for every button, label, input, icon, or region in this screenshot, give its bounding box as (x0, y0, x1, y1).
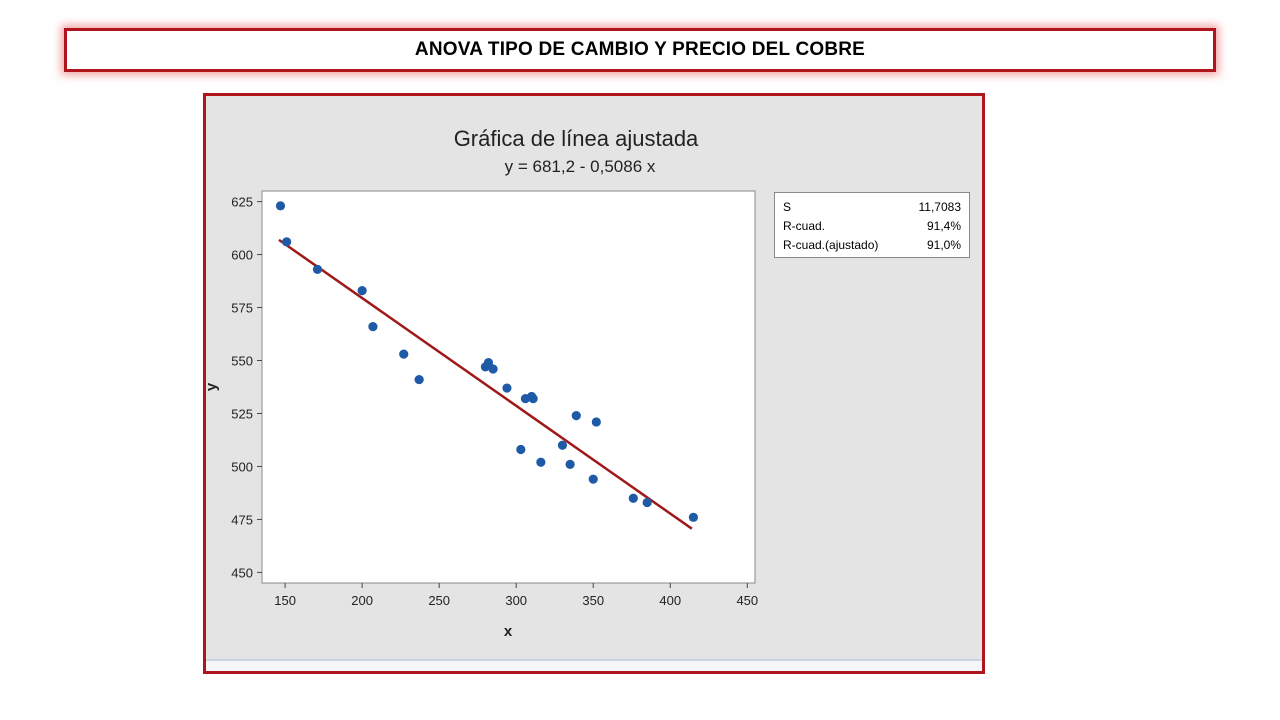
data-point (528, 394, 538, 404)
data-point (591, 417, 601, 427)
y-tick-label: 500 (231, 459, 253, 474)
x-tick-label: 200 (351, 593, 373, 608)
data-point (688, 512, 698, 522)
stats-row-r-sq-adj: R-cuad.(ajustado) 91,0% (783, 236, 961, 255)
data-point (312, 264, 323, 274)
stats-row-r-sq: R-cuad. 91,4% (783, 217, 961, 236)
data-point (483, 358, 494, 368)
data-point (399, 349, 409, 359)
stat-label: S (783, 200, 792, 214)
data-point (502, 383, 512, 393)
stat-value: 91,4% (926, 219, 961, 233)
stat-label: R-cuad. (783, 219, 826, 233)
data-points (275, 201, 698, 522)
data-point (571, 411, 581, 421)
y-tick-label: 525 (231, 406, 253, 421)
data-point (282, 237, 292, 247)
x-tick-label: 450 (736, 593, 758, 608)
x-tick-label: 400 (659, 593, 681, 608)
stat-value: 91,0% (926, 238, 961, 252)
data-point (565, 459, 575, 469)
data-point (642, 497, 652, 508)
y-axis-label: y (206, 382, 220, 391)
data-point (536, 457, 546, 467)
chart-title: Gráfica de línea ajustada (454, 126, 699, 151)
data-point (275, 201, 286, 211)
y-tick-label: 475 (231, 512, 253, 527)
chart-subtitle: y = 681,2 - 0,5086 x (505, 157, 656, 176)
x-axis: 150 200 250 300 350 400 450 (274, 583, 758, 608)
fitted-line-plot: Gráfica de línea ajustada y = 681,2 - 0,… (206, 126, 758, 640)
data-point (588, 474, 598, 484)
data-point (414, 374, 424, 385)
data-point (628, 493, 638, 503)
y-tick-label: 450 (231, 565, 253, 580)
model-summary-box: S 11,7083 R-cuad. 91,4% R-cuad.(ajustado… (774, 192, 970, 258)
x-axis-label: x (504, 623, 513, 640)
fit-line (278, 238, 693, 530)
chart-frame: Gráfica de línea ajustada y = 681,2 - 0,… (203, 93, 985, 674)
y-tick-label: 625 (231, 195, 253, 210)
y-tick-label: 600 (231, 248, 253, 263)
data-point (557, 440, 568, 450)
bottom-strip (206, 659, 982, 671)
y-tick-label: 550 (231, 354, 253, 369)
x-tick-label: 300 (505, 593, 527, 608)
data-point (488, 364, 498, 374)
stat-label: R-cuad.(ajustado) (783, 238, 879, 252)
x-tick-label: 150 (274, 593, 296, 608)
x-tick-label: 350 (582, 593, 604, 608)
slide-title: ANOVA TIPO DE CAMBIO Y PRECIO DEL COBRE (414, 39, 866, 60)
y-tick-label: 575 (231, 301, 253, 316)
data-point (357, 285, 367, 296)
stat-value: 11,7083 (918, 200, 962, 214)
x-tick-label: 250 (428, 593, 450, 608)
slide-title-box: ANOVA TIPO DE CAMBIO Y PRECIO DEL COBRE (64, 28, 1216, 72)
data-point (516, 444, 526, 455)
data-point (368, 322, 378, 332)
stats-row-s: S 11,7083 (783, 198, 961, 217)
y-axis: 450 475 500 525 550 575 600 625 (231, 195, 262, 580)
